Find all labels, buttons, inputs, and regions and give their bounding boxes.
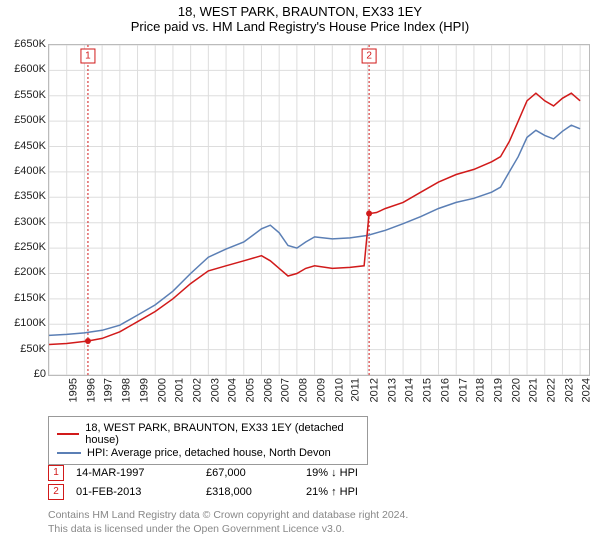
footnote-line-1: Contains HM Land Registry data © Crown c… [48,509,408,521]
legend-swatch [57,433,79,435]
x-tick-label: 2007 [280,378,292,402]
x-tick-label: 2019 [492,378,504,402]
sale-price: £318,000 [206,486,306,498]
x-tick-label: 2021 [528,378,540,402]
legend-label: HPI: Average price, detached house, Nort… [87,447,331,459]
legend-swatch [57,452,81,454]
y-tick-label: £200K [0,266,46,278]
x-tick-label: 2003 [209,378,221,402]
x-tick-label: 2011 [350,378,362,402]
x-tick-label: 2008 [298,378,310,402]
y-tick-label: £400K [0,165,46,177]
y-tick-label: £300K [0,216,46,228]
sale-price: £67,000 [206,467,306,479]
x-tick-label: 2010 [333,378,345,402]
y-tick-label: £600K [0,63,46,75]
x-tick-label: 2001 [174,378,186,402]
x-tick-label: 2022 [546,378,558,402]
y-tick-label: £450K [0,140,46,152]
price-chart: 12 [48,44,590,376]
x-tick-label: 2023 [563,378,575,402]
y-tick-label: £250K [0,241,46,253]
x-tick-label: 2017 [457,378,469,402]
svg-text:2: 2 [366,51,372,62]
x-tick-label: 2024 [581,378,593,402]
x-tick-label: 1999 [138,378,150,402]
footnote: Contains HM Land Registry data © Crown c… [48,508,588,536]
legend-item: HPI: Average price, detached house, Nort… [57,447,359,459]
chart-title: 18, WEST PARK, BRAUNTON, EX33 1EY [0,0,600,19]
y-tick-label: £150K [0,292,46,304]
legend: 18, WEST PARK, BRAUNTON, EX33 1EY (detac… [48,416,368,465]
x-tick-label: 2005 [245,378,257,402]
x-tick-label: 2004 [227,378,239,402]
chart-subtitle: Price paid vs. HM Land Registry's House … [0,19,600,36]
x-tick-label: 2012 [368,378,380,402]
x-tick-label: 2009 [315,378,327,402]
sale-date: 01-FEB-2013 [76,486,206,498]
x-tick-label: 2006 [262,378,274,402]
x-tick-label: 2015 [422,378,434,402]
x-tick-label: 1995 [67,378,79,402]
x-tick-label: 1998 [121,378,133,402]
footnote-line-2: This data is licensed under the Open Gov… [48,523,345,535]
sale-row: 1 14-MAR-1997£67,00019% ↓ HPI [48,465,588,481]
sale-date: 14-MAR-1997 [76,467,206,479]
x-tick-label: 2016 [439,378,451,402]
y-tick-label: £100K [0,317,46,329]
y-tick-label: £500K [0,114,46,126]
y-tick-label: £550K [0,89,46,101]
x-tick-label: 2002 [191,378,203,402]
x-tick-label: 2013 [386,378,398,402]
y-tick-label: £50K [0,343,46,355]
y-tick-label: £650K [0,38,46,50]
legend-item: 18, WEST PARK, BRAUNTON, EX33 1EY (detac… [57,422,359,446]
sale-marker: 2 [48,484,64,500]
x-tick-label: 2020 [510,378,522,402]
sale-delta: 19% ↓ HPI [306,467,358,479]
sale-row: 2 01-FEB-2013£318,00021% ↑ HPI [48,484,588,500]
chart-svg: 12 [49,45,589,375]
sale-marker: 1 [48,465,64,481]
x-tick-label: 1996 [85,378,97,402]
svg-text:1: 1 [85,51,91,62]
x-tick-label: 2014 [404,378,416,402]
y-tick-label: £350K [0,190,46,202]
y-tick-label: £0 [0,368,46,380]
sale-delta: 21% ↑ HPI [306,486,358,498]
x-tick-label: 1997 [103,378,115,402]
x-tick-label: 2018 [475,378,487,402]
legend-label: 18, WEST PARK, BRAUNTON, EX33 1EY (detac… [85,422,359,446]
x-tick-label: 2000 [156,378,168,402]
sales-table: 1 14-MAR-1997£67,00019% ↓ HPI 2 01-FEB-2013… [48,462,588,503]
